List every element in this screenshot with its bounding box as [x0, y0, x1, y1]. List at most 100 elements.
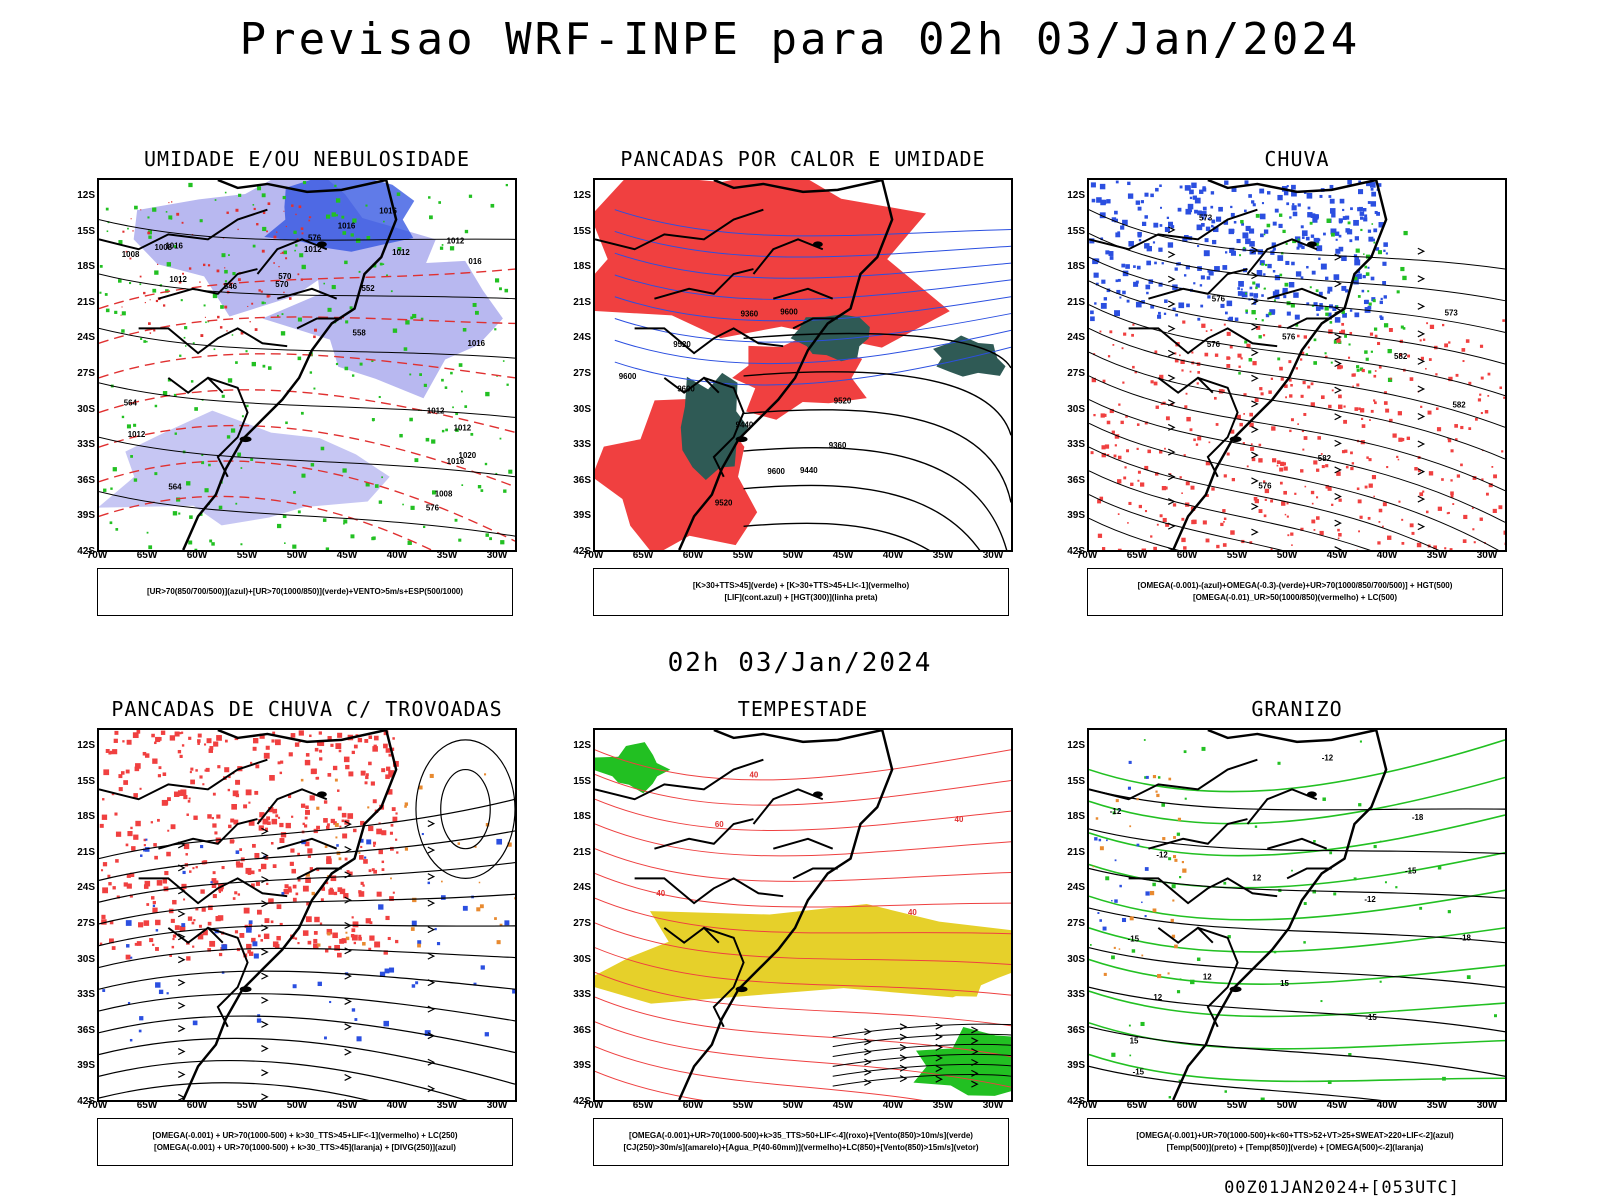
field-speckle [120, 314, 122, 316]
field-speckle [1131, 333, 1134, 337]
field-speckle [1182, 868, 1187, 873]
field-speckle [1276, 464, 1279, 467]
streamline-arrow [261, 1020, 269, 1028]
streamline-arrow [177, 910, 186, 918]
contour-line [1089, 889, 1505, 921]
field-speckle [485, 822, 490, 827]
lat-tick-label: 33S [1067, 989, 1085, 1001]
field-speckle [1137, 233, 1142, 238]
field-speckle [1367, 305, 1372, 310]
field-speckle [1359, 515, 1363, 519]
field-speckle [284, 884, 289, 889]
field-speckle [246, 943, 252, 950]
field-speckle [338, 857, 342, 861]
field-speckle [1329, 321, 1333, 324]
field-speckle [214, 831, 218, 835]
streamline-arrow [935, 1075, 943, 1083]
field-speckle [1342, 312, 1347, 318]
contour-label: -12 [1364, 895, 1376, 904]
lat-tick-label: 33S [1067, 439, 1085, 451]
field-speckle [285, 225, 287, 228]
field-speckle [1441, 478, 1444, 481]
field-speckle [1365, 357, 1369, 361]
humidity-field-lavender [262, 250, 503, 399]
field-speckle [108, 751, 112, 755]
field-speckle [1140, 200, 1144, 204]
field-speckle [114, 812, 118, 816]
coastline-and-borders [1089, 730, 1388, 1100]
wind850-green [913, 1026, 1011, 1096]
field-speckle [209, 539, 213, 543]
field-speckle [1245, 238, 1251, 245]
field-speckle [318, 731, 322, 735]
field-speckle [1353, 877, 1357, 881]
field-speckle [1181, 860, 1184, 864]
field-speckle [445, 428, 448, 432]
field-speckle [1141, 221, 1147, 227]
field-speckle [302, 822, 305, 826]
field-speckle [258, 825, 264, 831]
lon-tick-label: 35W [436, 1100, 458, 1111]
field-speckle [125, 954, 131, 960]
lake-mark [812, 241, 823, 248]
field-speckle [494, 917, 497, 920]
lat-tick-label: 36S [1067, 474, 1085, 486]
field-speckle [356, 1036, 362, 1042]
field-speckle [1158, 282, 1163, 287]
field-speckle [1200, 275, 1205, 280]
lat-tick-label: 36S [573, 1024, 591, 1036]
contour-label: 1016 [467, 339, 485, 348]
pressure-contours [99, 219, 515, 537]
field-speckle [1333, 274, 1340, 280]
field-speckle [1243, 246, 1246, 249]
lon-tick-label: 55W [732, 1100, 754, 1111]
field-speckle [1205, 538, 1210, 543]
field-speckle [1118, 948, 1121, 950]
field-speckle [1338, 394, 1342, 399]
field-speckle [152, 904, 156, 907]
field-speckle [1371, 191, 1377, 197]
field-speckle [1193, 438, 1196, 442]
field-speckle [154, 404, 158, 408]
field-speckle [1158, 247, 1163, 252]
field-speckle [1213, 396, 1217, 400]
field-speckle [1403, 230, 1408, 236]
field-speckle [1246, 465, 1249, 468]
field-speckle [1370, 201, 1377, 207]
lon-tick-label: 60W [186, 1100, 208, 1111]
field-speckle [1355, 274, 1359, 279]
field-speckle [1245, 292, 1247, 295]
field-speckle [1263, 514, 1267, 518]
field-speckle [1244, 209, 1247, 213]
field-speckle [1095, 817, 1099, 820]
field-speckle [1265, 263, 1268, 267]
field-speckle [1448, 376, 1453, 382]
field-speckle [1270, 548, 1273, 550]
field-speckle [1129, 1054, 1132, 1057]
field-speckle [1315, 242, 1319, 246]
field-speckle [1352, 373, 1356, 377]
lat-tick-label: 30S [573, 403, 591, 415]
field-speckle [1136, 423, 1140, 426]
contour-line [1089, 280, 1505, 365]
field-speckle [1398, 500, 1401, 503]
field-speckle [1096, 197, 1102, 203]
field-speckle [1280, 461, 1285, 467]
streamline-arrow [1167, 547, 1174, 550]
contour-line [595, 996, 1011, 1057]
contour-line [1089, 776, 1505, 825]
field-speckle [1351, 462, 1355, 465]
field-speckle [307, 940, 312, 945]
field-speckle [1468, 381, 1472, 385]
lon-tick-label: 40W [386, 1100, 408, 1111]
field-speckle [335, 214, 339, 217]
field-speckle [1358, 206, 1363, 212]
field-speckle [169, 954, 172, 957]
field-speckle [1330, 361, 1333, 364]
field-speckle [297, 356, 302, 361]
field-speckle [1148, 279, 1154, 284]
field-speckle [260, 939, 264, 942]
coastline [182, 730, 398, 1100]
field-speckle [154, 855, 158, 860]
field-speckle [305, 809, 310, 815]
